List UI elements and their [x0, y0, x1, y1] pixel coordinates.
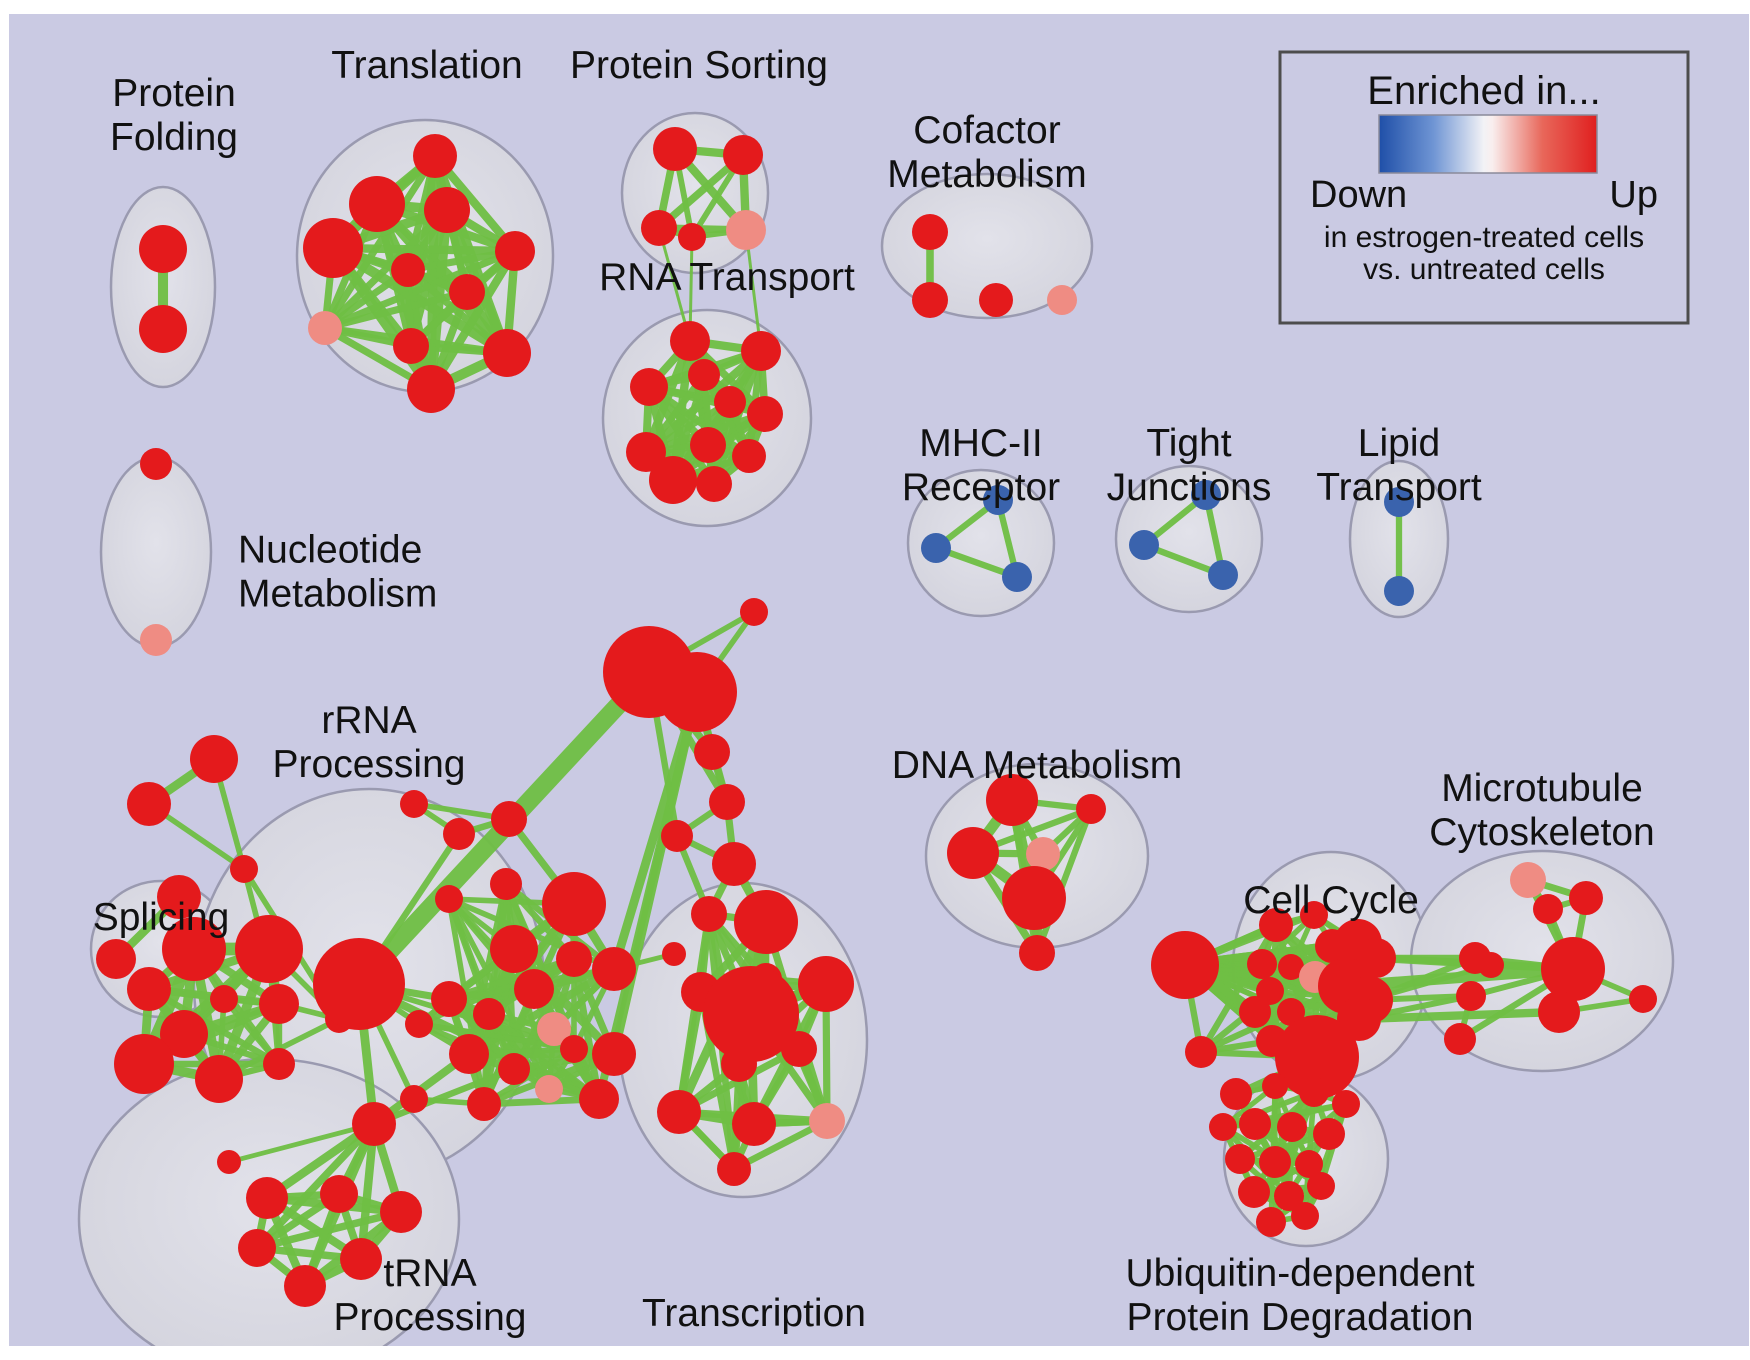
svg-text:Enriched in...: Enriched in...	[1367, 69, 1600, 113]
svg-text:vs. untreated cells: vs. untreated cells	[1363, 253, 1605, 286]
svg-text:in estrogen-treated cells: in estrogen-treated cells	[1324, 221, 1644, 254]
svg-text:Down: Down	[1310, 174, 1407, 216]
svg-text:Up: Up	[1609, 174, 1658, 216]
